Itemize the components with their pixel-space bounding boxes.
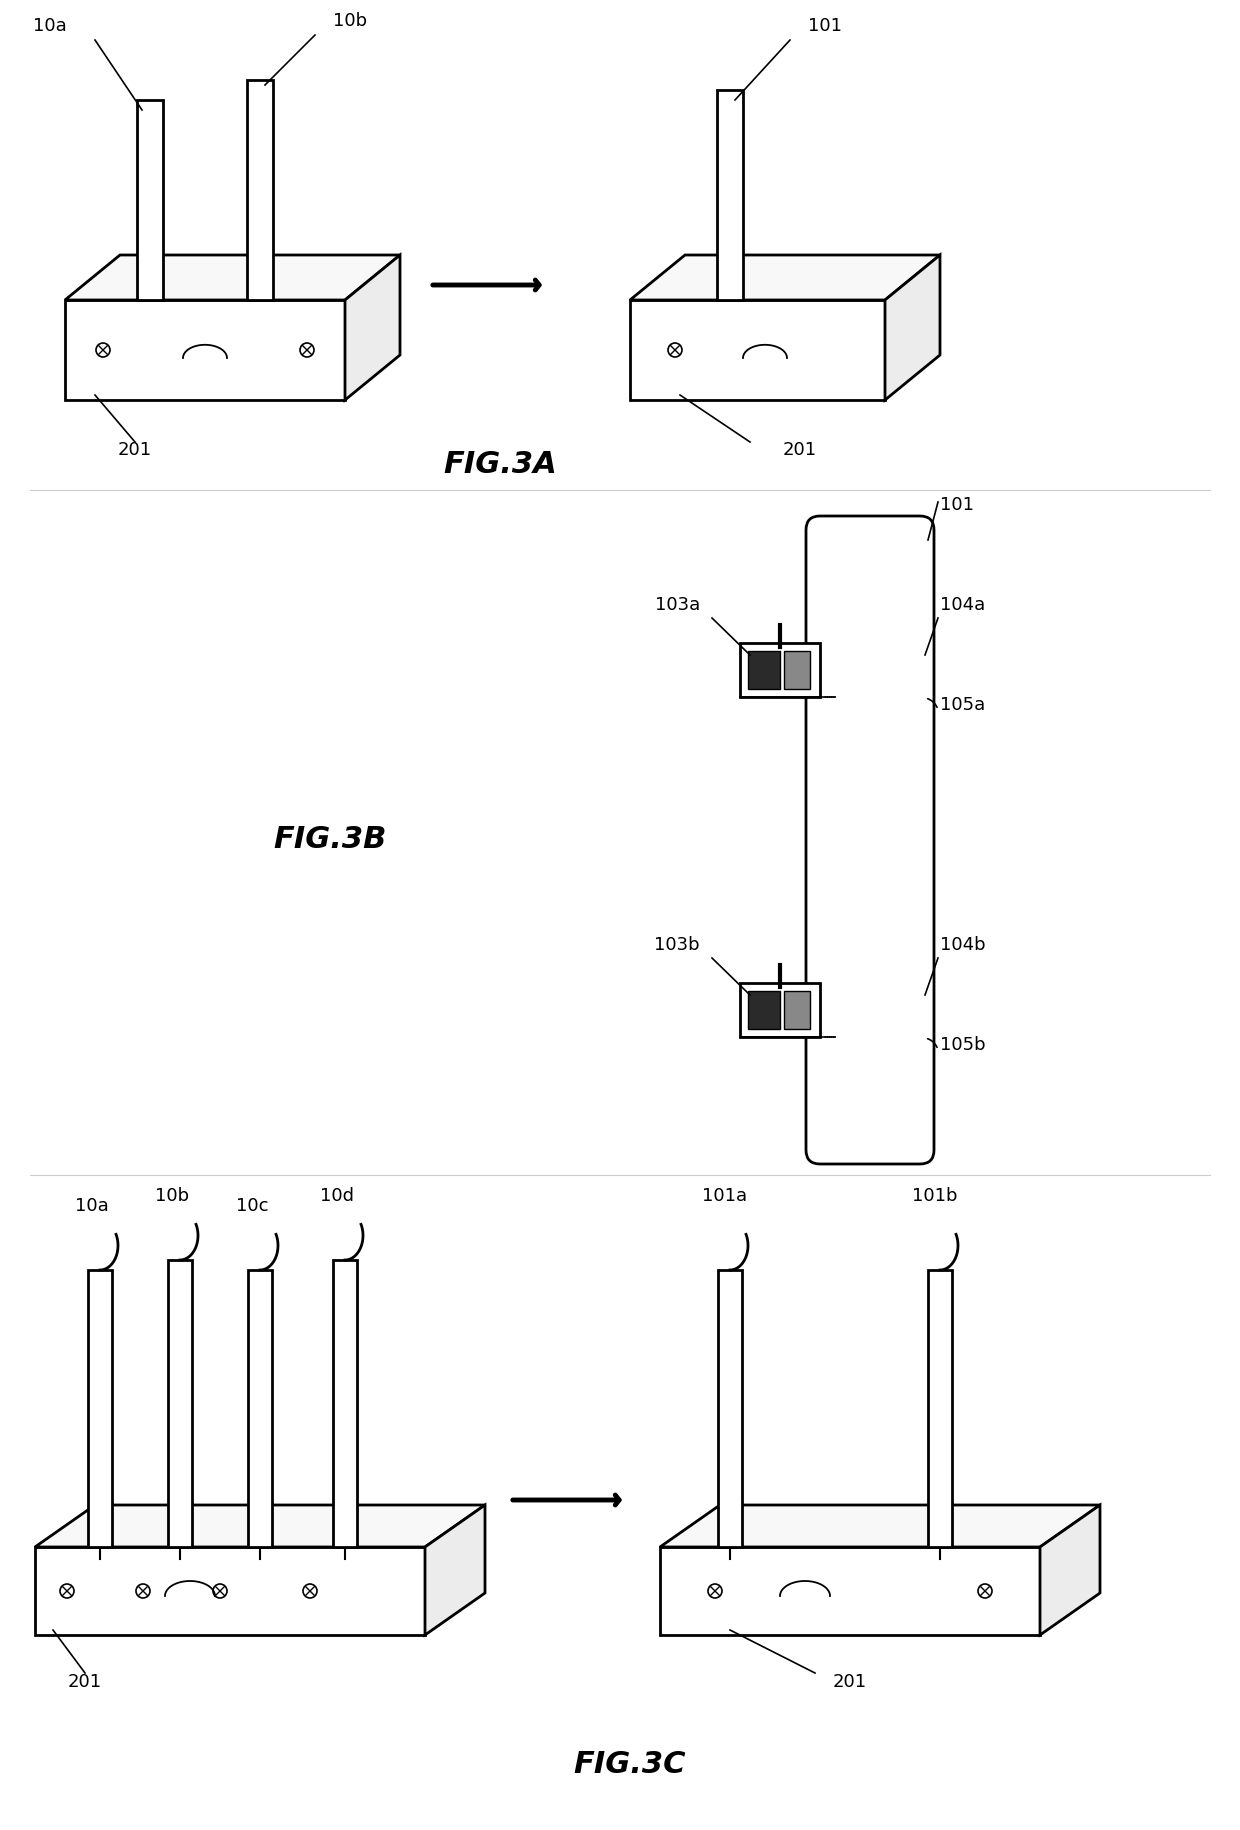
Circle shape [708, 1585, 722, 1598]
Polygon shape [247, 81, 273, 300]
Polygon shape [717, 90, 743, 300]
Text: FIG.3A: FIG.3A [443, 450, 557, 479]
Text: 105b: 105b [940, 1036, 986, 1054]
FancyBboxPatch shape [806, 516, 934, 1164]
Text: 10b: 10b [155, 1188, 188, 1204]
Circle shape [136, 1585, 150, 1598]
Polygon shape [88, 1270, 112, 1546]
Text: 10a: 10a [76, 1197, 109, 1215]
Polygon shape [1040, 1504, 1100, 1634]
Circle shape [303, 1585, 317, 1598]
Text: 201: 201 [118, 441, 153, 459]
Text: 201: 201 [68, 1673, 102, 1691]
Text: 101b: 101b [913, 1188, 957, 1204]
Text: 103a: 103a [655, 597, 701, 615]
Polygon shape [748, 651, 780, 690]
Text: 201: 201 [833, 1673, 867, 1691]
Polygon shape [740, 642, 820, 697]
Polygon shape [660, 1504, 1100, 1546]
Polygon shape [35, 1504, 485, 1546]
Polygon shape [425, 1504, 485, 1634]
Circle shape [60, 1585, 74, 1598]
Polygon shape [718, 1270, 742, 1546]
Text: 105a: 105a [940, 695, 986, 714]
Polygon shape [248, 1270, 272, 1546]
Text: FIG.3B: FIG.3B [273, 825, 387, 855]
Circle shape [300, 342, 314, 357]
Text: 10c: 10c [236, 1197, 268, 1215]
Polygon shape [784, 992, 810, 1028]
Text: 101: 101 [940, 496, 973, 514]
Polygon shape [64, 300, 345, 401]
Text: 201: 201 [782, 441, 817, 459]
Circle shape [95, 342, 110, 357]
Polygon shape [660, 1546, 1040, 1634]
Polygon shape [35, 1546, 425, 1634]
Polygon shape [740, 983, 820, 1038]
Text: 104b: 104b [940, 935, 986, 953]
Polygon shape [630, 300, 885, 401]
Text: 103b: 103b [655, 935, 701, 953]
Polygon shape [167, 1261, 192, 1546]
Polygon shape [334, 1261, 357, 1546]
Circle shape [668, 342, 682, 357]
Polygon shape [630, 254, 940, 300]
Text: 10b: 10b [332, 13, 367, 29]
Text: FIG.3C: FIG.3C [574, 1749, 686, 1779]
Polygon shape [136, 101, 162, 300]
Text: 10a: 10a [33, 16, 67, 35]
Circle shape [213, 1585, 227, 1598]
Polygon shape [345, 254, 401, 401]
Polygon shape [885, 254, 940, 401]
Text: 101a: 101a [702, 1188, 748, 1204]
Text: 101: 101 [808, 16, 842, 35]
Text: 104a: 104a [940, 597, 986, 615]
Polygon shape [64, 254, 401, 300]
Circle shape [978, 1585, 992, 1598]
Polygon shape [748, 992, 780, 1028]
Polygon shape [928, 1270, 952, 1546]
Polygon shape [784, 651, 810, 690]
Text: 10d: 10d [320, 1188, 353, 1204]
